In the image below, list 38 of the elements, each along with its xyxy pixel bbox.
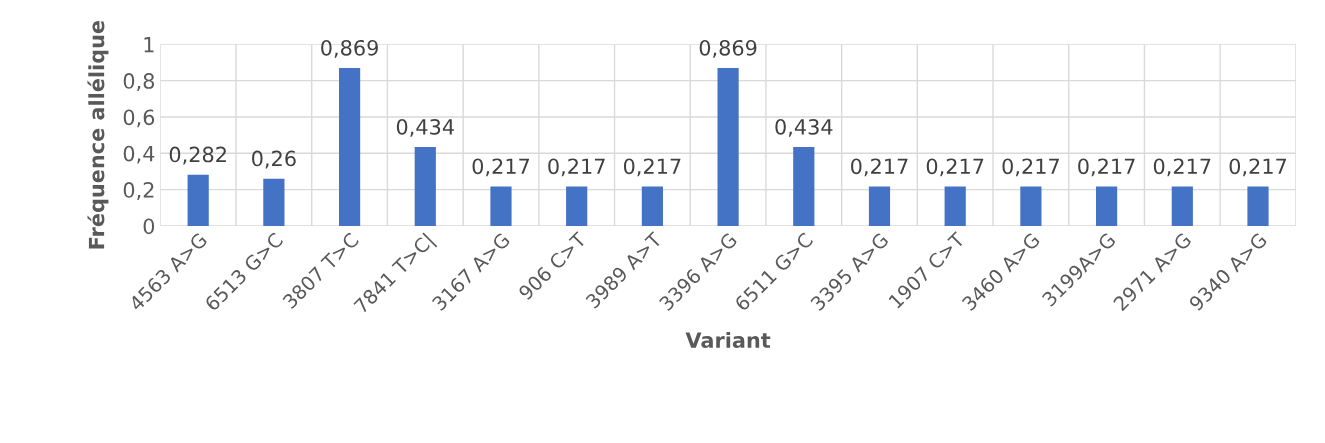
- y-tick-label: 0,6: [123, 109, 155, 128]
- data-label: 0,869: [699, 39, 757, 58]
- y-tick-label: 0,2: [123, 182, 154, 200]
- data-label: 0,217: [926, 158, 984, 177]
- bar: [1247, 186, 1269, 226]
- data-label: 0,434: [396, 118, 454, 137]
- bar: [1020, 186, 1042, 226]
- y-tick-label: 0: [143, 218, 155, 235]
- data-label: 0,217: [1229, 158, 1287, 177]
- bar: [868, 186, 891, 226]
- bar: [566, 186, 588, 226]
- data-label: 0,217: [1002, 158, 1059, 177]
- data-label: 0,217: [851, 158, 908, 177]
- bar: [717, 68, 739, 226]
- data-label: 0,217: [548, 158, 605, 177]
- bar: [1171, 186, 1193, 226]
- bar: [338, 68, 361, 226]
- data-label: 0,26: [252, 150, 296, 169]
- bar: [263, 178, 285, 226]
- data-label: 0,217: [623, 158, 681, 177]
- y-tick-label: 0,8: [123, 73, 155, 91]
- bar: [944, 186, 966, 226]
- bar: [187, 174, 209, 226]
- y-tick-label: 0,4: [123, 145, 155, 164]
- data-label: 0,434: [775, 118, 833, 137]
- data-label: 0,217: [1078, 158, 1135, 177]
- bar: [793, 147, 815, 226]
- bar: [1096, 186, 1118, 226]
- data-label: 0,282: [169, 146, 226, 165]
- data-label: 0,217: [1153, 158, 1211, 177]
- bar: [414, 147, 436, 226]
- y-tick-label: 1: [144, 37, 154, 53]
- data-label: 0,217: [472, 158, 530, 177]
- y-axis-title: Fréquence allélique: [87, 20, 109, 249]
- bar: [490, 186, 512, 226]
- x-axis-title: Variant: [685, 331, 771, 349]
- data-label: 0,869: [321, 39, 378, 58]
- bar: [641, 186, 663, 226]
